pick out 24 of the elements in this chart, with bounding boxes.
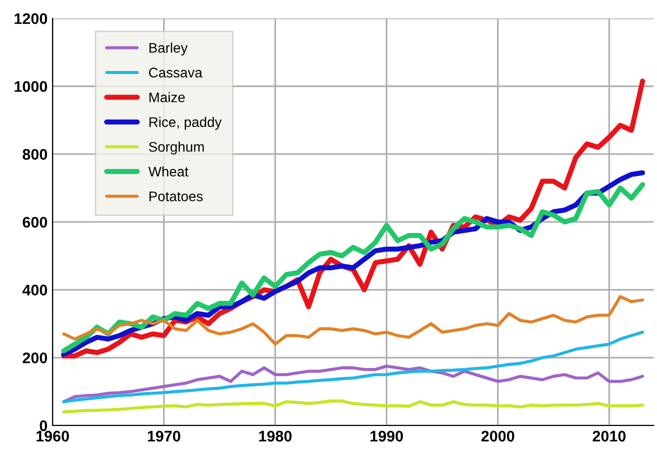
y-tick-label: 0 [40,420,48,432]
y-tick-label: 1200 [14,13,48,24]
x-tick-label: 1990 [370,430,403,442]
x-tick-label: 1980 [259,430,292,442]
y-tick-label: 200 [22,352,48,364]
legend-label: Wheat [148,166,188,177]
line-series [62,364,644,404]
x-tick-label: 2000 [481,430,514,442]
legend-label: Barley [149,42,188,56]
x-tick-label: 1970 [148,430,180,442]
legend-label: Cassava [149,68,202,78]
legend-label: Potatoes [149,192,203,202]
x-tick-label: 2010 [592,430,626,442]
line-series [62,295,644,346]
y-tick-label: 600 [22,216,48,228]
legend-label: Maize [149,92,185,102]
line-series [62,330,644,404]
legend-label: Rice, paddy [149,116,222,130]
y-tick-label: 1000 [14,81,48,92]
y-tick-label: 800 [22,148,48,160]
legend-label: Sorghum [148,142,204,155]
y-tick-label: 400 [22,284,48,296]
x-tick-label: 1960 [36,430,69,442]
line-series [62,400,644,414]
